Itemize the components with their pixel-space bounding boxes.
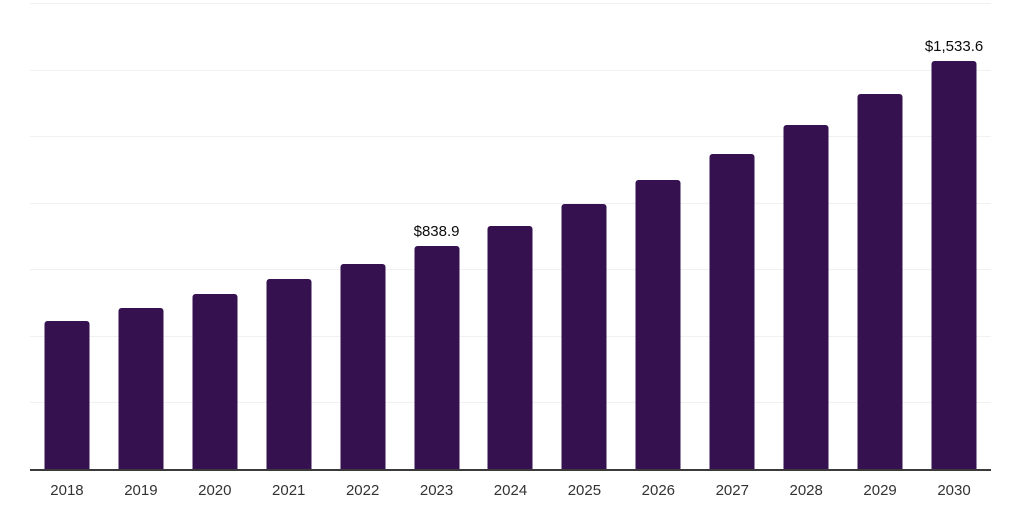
bar-slot bbox=[621, 3, 695, 469]
x-tick-label-2029: 2029 bbox=[863, 482, 897, 499]
plot-area: $838.9 $1,533.6 bbox=[30, 3, 991, 469]
bar-2030 bbox=[931, 60, 977, 469]
bar-2022 bbox=[340, 264, 386, 469]
x-tick-label-2026: 2026 bbox=[641, 482, 676, 499]
x-axis-line bbox=[30, 469, 991, 471]
gridline bbox=[30, 202, 991, 204]
bar-slot bbox=[695, 3, 769, 469]
bar-slots: $838.9 $1,533.6 bbox=[30, 3, 991, 469]
x-tick-label-2023: 2023 bbox=[419, 482, 454, 499]
x-tick-label-2027: 2027 bbox=[715, 482, 749, 499]
bar-slot bbox=[104, 3, 178, 469]
x-tick-label-2025: 2025 bbox=[567, 482, 602, 499]
x-tick-label-2030: 2030 bbox=[937, 482, 971, 499]
x-axis-labels: 2018 2019 2020 2021 2022 2023 2024 2025 2026 2027… bbox=[30, 482, 991, 500]
bar-2018 bbox=[44, 320, 90, 469]
value-label-2030: $1,533.6 bbox=[924, 37, 984, 55]
gridline bbox=[30, 136, 991, 138]
bar-slot bbox=[30, 3, 104, 469]
bar-slot bbox=[252, 3, 326, 469]
bar-2021 bbox=[266, 278, 312, 469]
bar-2029 bbox=[857, 94, 903, 469]
bar-2020 bbox=[192, 294, 238, 469]
bar-2025 bbox=[561, 203, 607, 469]
x-tick-label-2020: 2020 bbox=[198, 482, 232, 499]
value-label-2023: $838.9 bbox=[413, 222, 460, 240]
bar-slot: $1,533.6 bbox=[917, 3, 991, 469]
bar-2023 bbox=[414, 245, 460, 469]
bar-2027 bbox=[709, 153, 755, 469]
gridline bbox=[30, 3, 991, 4]
bar-2019 bbox=[118, 307, 164, 469]
bar-slot bbox=[769, 3, 843, 469]
bar-slot bbox=[843, 3, 917, 469]
bar-slot bbox=[474, 3, 548, 469]
x-tick-label-2028: 2028 bbox=[789, 482, 823, 499]
x-tick-label-2022: 2022 bbox=[345, 482, 380, 499]
x-tick-label-2021: 2021 bbox=[272, 482, 306, 499]
gridline bbox=[30, 69, 991, 71]
bar-slot bbox=[178, 3, 252, 469]
bar-slot: $838.9 bbox=[400, 3, 474, 469]
bar-2024 bbox=[487, 225, 533, 469]
bar-2028 bbox=[783, 125, 829, 469]
bar-slot bbox=[547, 3, 621, 469]
x-tick-label-2019: 2019 bbox=[124, 482, 158, 499]
x-tick-label-2024: 2024 bbox=[493, 482, 528, 499]
bar-2026 bbox=[635, 179, 681, 469]
x-tick-label-2018: 2018 bbox=[50, 482, 84, 499]
bar-slot bbox=[326, 3, 400, 469]
